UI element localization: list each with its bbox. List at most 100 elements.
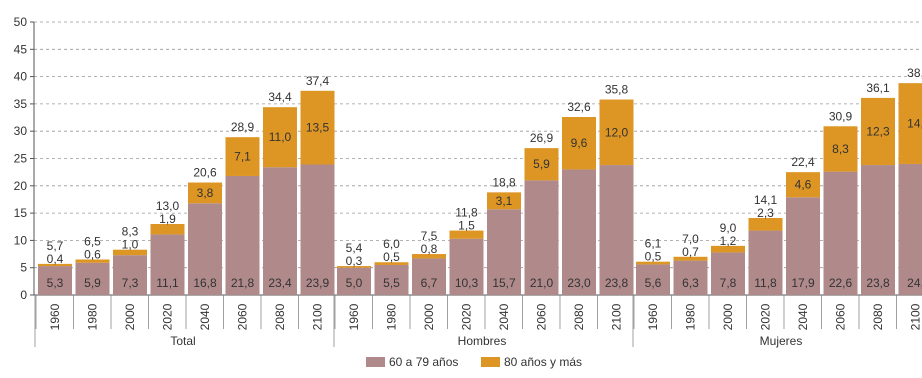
bar-60-79 xyxy=(263,167,297,295)
data-label-80-plus: 11,0 xyxy=(269,130,292,144)
data-label-80-plus: 13,5 xyxy=(306,121,330,135)
bar-80-plus xyxy=(861,97,895,166)
group-label: Total xyxy=(170,334,195,348)
bar-60-79 xyxy=(487,209,521,295)
data-label-80-plus: 8,3 xyxy=(832,142,849,156)
y-tick-label: 0 xyxy=(20,288,27,302)
bar-80-plus xyxy=(263,107,297,168)
data-label-60-79: 7,8 xyxy=(720,276,737,290)
bar-80-plus xyxy=(150,224,185,235)
x-tick-label: 2060 xyxy=(535,303,549,330)
data-label-total: 13,0 xyxy=(156,199,180,213)
bar-80-plus xyxy=(38,263,72,267)
data-label-total: 28,9 xyxy=(231,120,255,134)
bar-80-plus xyxy=(673,256,708,261)
data-label-60-79: 6,3 xyxy=(682,276,699,290)
data-label-60-79: 17,9 xyxy=(791,276,815,290)
x-tick-label: 1980 xyxy=(385,303,399,330)
x-tick-label: 2000 xyxy=(422,303,436,330)
data-label-60-79: 5,5 xyxy=(383,276,400,290)
data-label-80-plus: 0,6 xyxy=(84,248,101,262)
data-label-60-79: 23,0 xyxy=(567,276,591,290)
data-label-80-plus: 1,2 xyxy=(720,234,737,248)
data-label-total: 30,9 xyxy=(829,109,853,123)
data-label-total: 32,6 xyxy=(567,100,591,114)
bar-60-79 xyxy=(898,163,922,295)
data-labels: 5,30,45,75,90,66,57,31,08,311,11,913,016… xyxy=(47,66,922,290)
x-tick-label: 1980 xyxy=(86,303,100,330)
bar-60-79 xyxy=(599,165,634,295)
bar-80-plus xyxy=(599,99,634,166)
data-label-60-79: 10,3 xyxy=(455,276,479,290)
data-label-total: 8,3 xyxy=(122,225,139,239)
legend-label-60-79: 60 a 79 años xyxy=(389,355,458,369)
bar-80-plus xyxy=(374,262,409,265)
data-label-total: 7,5 xyxy=(421,229,438,243)
x-tick-label: 1980 xyxy=(684,303,698,330)
bar-80-plus xyxy=(449,230,484,239)
bar-60-79 xyxy=(636,264,670,295)
bar-60-79 xyxy=(225,175,260,295)
bar-80-plus xyxy=(786,172,820,198)
bar-60-79 xyxy=(711,252,745,295)
data-label-60-79: 21,0 xyxy=(530,276,554,290)
bar-80-plus xyxy=(412,254,446,259)
data-label-80-plus: 0,3 xyxy=(346,254,363,268)
data-label-60-79: 23,9 xyxy=(306,276,330,290)
data-label-60-79: 15,7 xyxy=(492,276,516,290)
data-label-total: 35,8 xyxy=(605,83,629,97)
data-label-80-plus: 4,6 xyxy=(795,178,812,192)
bar-60-79 xyxy=(150,234,185,295)
y-tick-label: 35 xyxy=(14,97,28,111)
data-label-60-79: 5,0 xyxy=(346,276,363,290)
x-tick-label: 2080 xyxy=(273,303,287,330)
x-tick-label: 1960 xyxy=(347,303,361,330)
data-label-80-plus: 12,3 xyxy=(866,124,890,138)
bar-60-79 xyxy=(113,255,147,295)
y-tick-label: 45 xyxy=(14,42,28,56)
bars xyxy=(38,83,922,295)
y-tick-label: 20 xyxy=(14,179,28,193)
bar-80-plus xyxy=(487,192,521,210)
data-label-80-plus: 3,1 xyxy=(496,194,513,208)
bar-80-plus xyxy=(337,266,371,268)
data-label-total: 38, xyxy=(907,66,922,80)
data-label-60-79: 24, xyxy=(907,276,922,290)
x-tick-label: 2020 xyxy=(161,303,175,330)
y-tick-label: 50 xyxy=(14,15,28,29)
bar-60-79 xyxy=(524,180,559,295)
data-label-60-79: 11,1 xyxy=(156,276,179,290)
data-label-total: 7,0 xyxy=(682,232,699,246)
y-tick-label: 25 xyxy=(14,152,28,166)
bar-80-plus xyxy=(898,83,922,164)
data-label-total: 5,7 xyxy=(47,239,64,253)
y-tick-label: 30 xyxy=(14,124,28,138)
x-tick-label: 2000 xyxy=(123,303,137,330)
data-label-60-79: 6,7 xyxy=(421,276,438,290)
x-tick-label: 2040 xyxy=(198,303,212,330)
bar-60-79 xyxy=(748,230,783,295)
data-label-total: 6,1 xyxy=(645,237,662,251)
x-tick-label: 2100 xyxy=(610,303,624,330)
bar-80-plus xyxy=(823,126,858,172)
legend: 60 a 79 años 80 años y más xyxy=(366,355,582,369)
bar-80-plus xyxy=(748,218,783,231)
x-tick-label: 1960 xyxy=(646,303,660,330)
data-label-80-plus: 5,9 xyxy=(533,157,550,171)
bar-60-79 xyxy=(188,203,222,295)
bar-60-79 xyxy=(823,171,858,295)
data-label-80-plus: 7,1 xyxy=(234,150,251,164)
bar-60-79 xyxy=(786,197,820,295)
bar-80-plus xyxy=(188,182,222,204)
x-tick-label: 2100 xyxy=(311,303,325,330)
data-label-80-plus: 0,5 xyxy=(645,250,662,264)
legend-swatch-80-plus xyxy=(481,357,500,367)
data-label-80-plus: 9,6 xyxy=(571,136,588,150)
data-label-total: 6,5 xyxy=(84,235,101,249)
bar-60-79 xyxy=(300,164,335,295)
data-label-total: 34,4 xyxy=(268,90,292,104)
data-label-total: 18,8 xyxy=(492,175,516,189)
data-label-80-plus: 1,0 xyxy=(122,238,139,252)
x-tick-label: 2040 xyxy=(796,303,810,330)
bar-80-plus xyxy=(113,249,147,256)
